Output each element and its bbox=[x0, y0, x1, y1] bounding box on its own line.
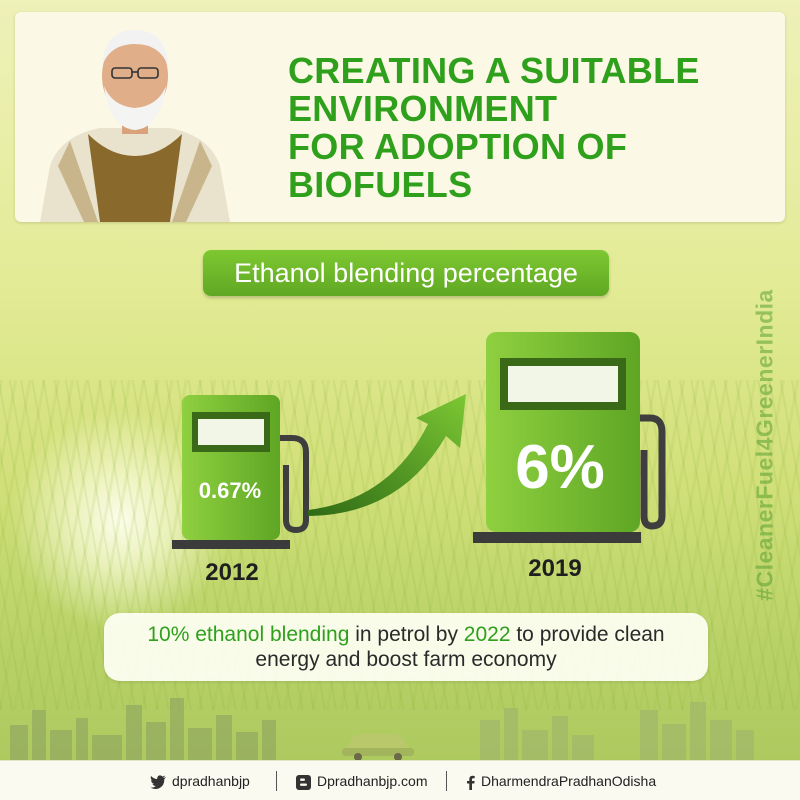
caption-text-1: in petrol by bbox=[349, 623, 464, 646]
ethanol-blending-chart: 0.67% 2012 6% 2019 bbox=[172, 332, 666, 586]
caption-highlight-year: 2022 bbox=[463, 623, 511, 646]
caption-text-2: to provide clean bbox=[510, 623, 665, 646]
blog-url: Dpradhanbjp.com bbox=[317, 773, 428, 789]
hashtag-vertical: #CleanerFuel4GreenerIndia bbox=[740, 260, 790, 630]
caption-box: 10% ethanol blending in petrol by 2022 t… bbox=[104, 613, 708, 681]
footer-blog[interactable]: Dpradhanbjp.com bbox=[296, 761, 428, 800]
headline: CREATING A SUITABLE ENVIRONMENT FOR ADOP… bbox=[288, 52, 768, 204]
year-label-2019: 2019 bbox=[528, 555, 581, 582]
growth-arrow-icon bbox=[308, 394, 466, 516]
facebook-page: DharmendraPradhanOdisha bbox=[481, 773, 657, 789]
headline-line-4: BIOFUELS bbox=[288, 164, 473, 205]
twitter-handle: dpradhanbjp bbox=[172, 773, 250, 789]
headline-line-3: FOR ADOPTION OF bbox=[288, 126, 628, 167]
city-skyline-illustration bbox=[10, 698, 754, 760]
twitter-icon bbox=[150, 775, 166, 790]
footer-divider-1 bbox=[276, 771, 277, 791]
hashtag-text: #CleanerFuel4GreenerIndia bbox=[751, 289, 778, 601]
caption-line-2: energy and boost farm economy bbox=[255, 648, 557, 671]
fuel-pump-icon-2019 bbox=[473, 332, 666, 543]
headline-line-2: ENVIRONMENT bbox=[288, 88, 558, 129]
footer-twitter[interactable]: dpradhanbjp bbox=[150, 761, 250, 800]
pump-value-2019: 6% bbox=[515, 433, 605, 502]
headline-line-1: CREATING A SUITABLE bbox=[288, 50, 700, 91]
blogger-icon bbox=[296, 774, 311, 790]
year-label-2012: 2012 bbox=[205, 559, 258, 586]
car-icon bbox=[342, 734, 414, 760]
fuel-pump-icon-2012 bbox=[172, 395, 309, 549]
caption-highlight-blending: 10% ethanol blending bbox=[147, 623, 350, 646]
footer-divider-2 bbox=[446, 771, 447, 791]
footer-facebook[interactable]: DharmendraPradhanOdisha bbox=[466, 761, 656, 800]
footer-bar: dpradhanbjp Dpradhanbjp.com DharmendraPr… bbox=[0, 760, 800, 800]
portrait-illustration bbox=[40, 30, 230, 222]
pump-value-2012: 0.67% bbox=[199, 478, 261, 503]
subtitle-pill: Ethanol blending percentage bbox=[203, 250, 609, 296]
facebook-icon bbox=[467, 775, 475, 790]
